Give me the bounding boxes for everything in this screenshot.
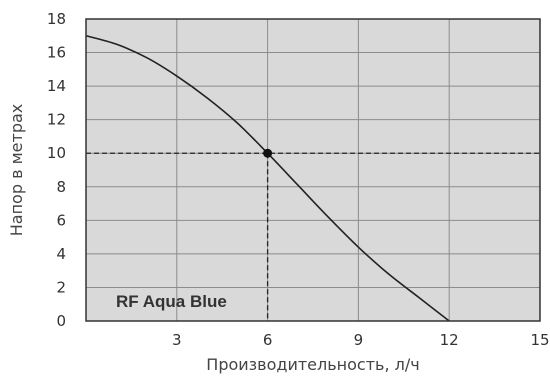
x-axis-title: Производительность, л/ч [206, 355, 419, 374]
y-tick-label-14: 14 [47, 77, 66, 95]
y-tick-label-16: 16 [47, 44, 66, 62]
operating-point-marker [263, 148, 273, 158]
x-tick-label-15: 15 [530, 331, 549, 349]
plot-frame [85, 18, 541, 322]
y-tick-label-18: 18 [47, 10, 66, 28]
x-tick-labels: 3 6 9 12 15 [172, 331, 550, 349]
x-tick-label-12: 12 [440, 331, 459, 349]
series-label: RF Aqua Blue [116, 292, 227, 311]
x-tick-label-6: 6 [263, 331, 273, 349]
y-tick-label-8: 8 [56, 178, 66, 196]
y-tick-labels: 0 2 4 6 8 10 12 14 16 18 [47, 10, 66, 330]
y-tick-label-10: 10 [47, 144, 66, 162]
y-tick-label-6: 6 [56, 211, 66, 229]
y-tick-label-2: 2 [56, 278, 66, 296]
y-axis-title: Напор в метрах [7, 104, 26, 237]
y-tick-label-4: 4 [56, 245, 66, 263]
plot-area [86, 19, 540, 321]
y-tick-label-0: 0 [56, 312, 66, 330]
y-tick-label-12: 12 [47, 111, 66, 129]
x-tick-label-3: 3 [172, 331, 182, 349]
x-tick-label-9: 9 [354, 331, 364, 349]
reference-lines [86, 152, 540, 321]
